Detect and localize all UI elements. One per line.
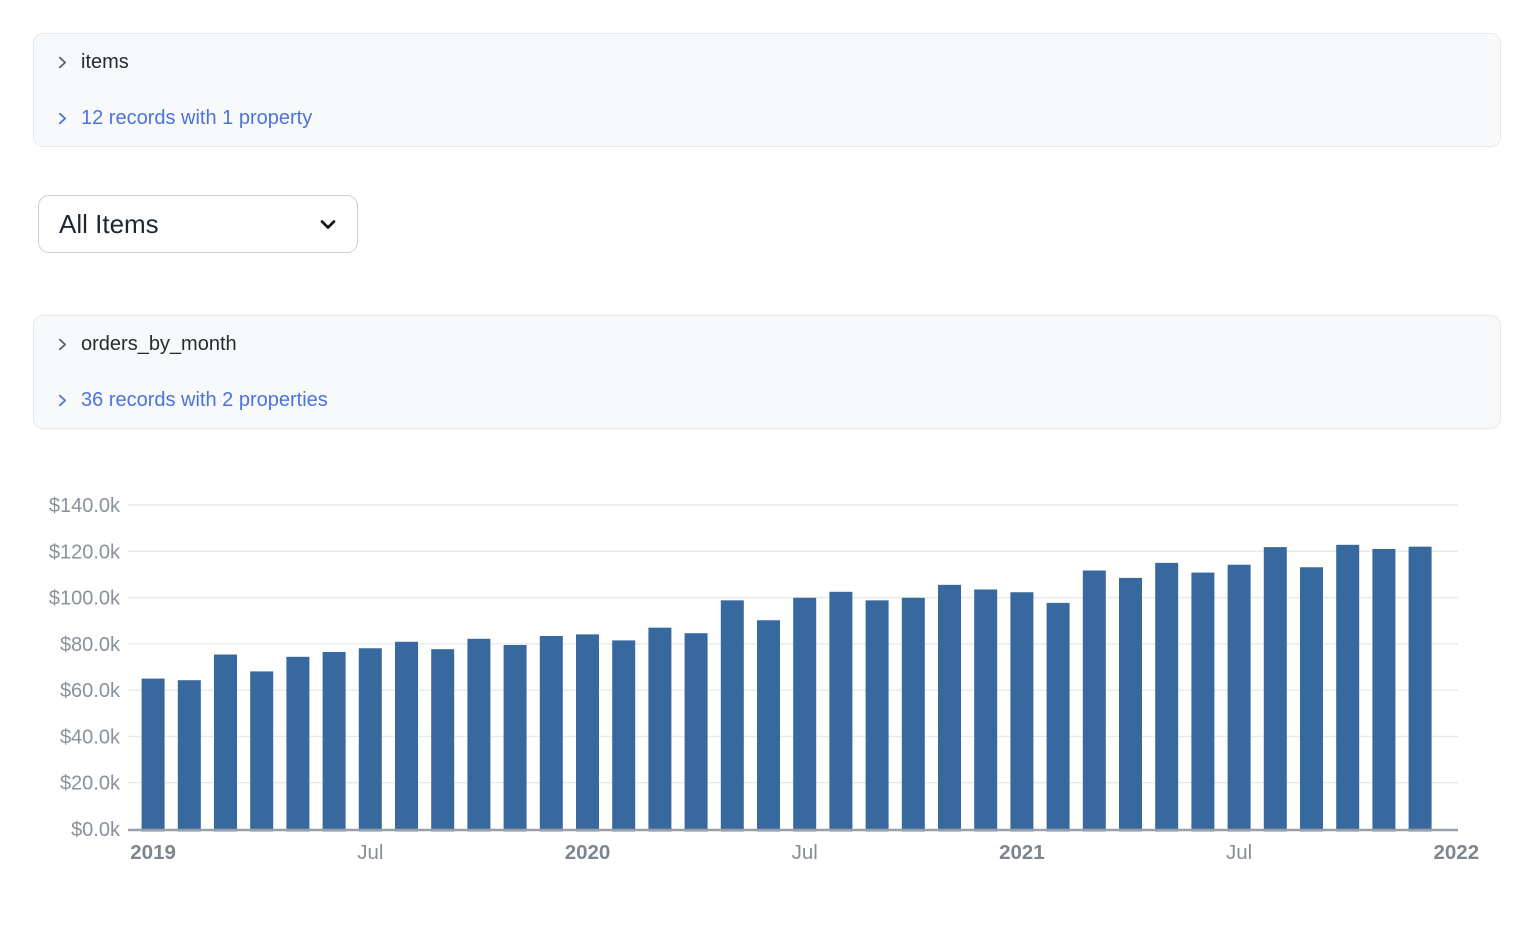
chevron-right-icon [54,54,71,71]
orders-records-link[interactable]: 36 records with 2 properties [54,386,1480,414]
bar-2021-01 [1010,592,1034,832]
chevron-right-icon [54,392,71,409]
dataset-panel-items: items 12 records with 1 property [33,33,1501,147]
orders-records-summary: 36 records with 2 properties [81,388,328,411]
bar-2019-03 [214,654,237,832]
x-tick-label-2019: 2019 [130,841,176,864]
bar-2019-01 [141,678,165,832]
x-tick-label-Jul: Jul [357,841,383,864]
bar-2019-04 [250,671,274,832]
items-records-summary: 12 records with 1 property [81,106,313,129]
x-tick-label-2022: 2022 [1433,841,1479,864]
bar-2021-11 [1372,548,1396,832]
bar-2021-02 [1046,602,1070,832]
orders-panel-header[interactable]: orders_by_month [54,330,1480,358]
bar-2019-08 [395,641,418,832]
orders-panel-title: orders_by_month [81,332,237,355]
item-filter-value: All Items [59,208,159,239]
items-records-link[interactable]: 12 records with 1 property [54,104,1480,132]
x-tick-label-2021: 2021 [999,841,1045,864]
orders-by-month-bar-chart: $0.0k $20.0k $40.0k $60.0k $80.0k $100.0k $120… [49,495,1479,864]
bar-2020-12 [974,589,998,832]
bar-2021-06 [1191,572,1215,832]
y-tick-label: $60.0k [60,680,121,702]
bar-2020-03 [648,627,672,832]
bar-2019-10 [467,638,491,832]
bar-2020-07 [793,597,817,832]
item-filter-select[interactable]: All Items [38,195,358,253]
bar-2021-12 [1408,546,1432,832]
bar-2021-03 [1082,570,1106,832]
y-tick-label: $120.0k [49,541,121,563]
bar-2021-10 [1336,544,1360,832]
y-tick-label: $80.0k [60,634,121,656]
bar-2020-05 [720,600,744,832]
bar-2019-05 [286,656,310,832]
bar-2021-05 [1155,562,1179,832]
x-tick-label-2020: 2020 [565,841,611,864]
bar-2021-04 [1119,577,1142,832]
bar-2020-06 [757,620,780,832]
bar-2019-09 [431,649,455,832]
y-tick-label: $40.0k [60,726,121,748]
bar-2019-07 [358,648,382,832]
bar-2020-08 [829,591,853,832]
x-tick-label-Jul: Jul [792,841,818,864]
bar-2020-04 [684,633,708,832]
bar-2019-12 [539,635,563,832]
bar-2020-09 [865,600,889,832]
bar-2020-11 [938,584,961,832]
y-tick-label: $140.0k [49,495,121,517]
bar-2019-06 [322,651,346,832]
chevron-down-icon [316,212,340,236]
bar-2021-08 [1263,547,1287,832]
bar-2020-10 [901,597,925,832]
bar-2021-09 [1300,567,1323,832]
x-tick-label-Jul: Jul [1226,841,1252,864]
bar-2020-02 [612,640,636,832]
items-panel-title: items [81,50,129,73]
chevron-right-icon [54,336,71,353]
bar-2020-01 [576,634,599,832]
bar-2021-07 [1227,564,1251,832]
dataset-panel-orders-by-month: orders_by_month 36 records with 2 proper… [33,315,1501,429]
bar-2019-11 [503,645,527,832]
chevron-right-icon [54,110,71,127]
bar-2019-02 [177,680,201,832]
y-tick-label: $0.0k [71,819,121,841]
items-panel-header[interactable]: items [54,48,1480,76]
y-tick-label: $20.0k [60,773,121,795]
y-tick-label: $100.0k [49,588,121,610]
